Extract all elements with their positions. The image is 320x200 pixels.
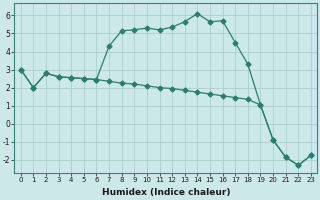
X-axis label: Humidex (Indice chaleur): Humidex (Indice chaleur) — [101, 188, 230, 197]
